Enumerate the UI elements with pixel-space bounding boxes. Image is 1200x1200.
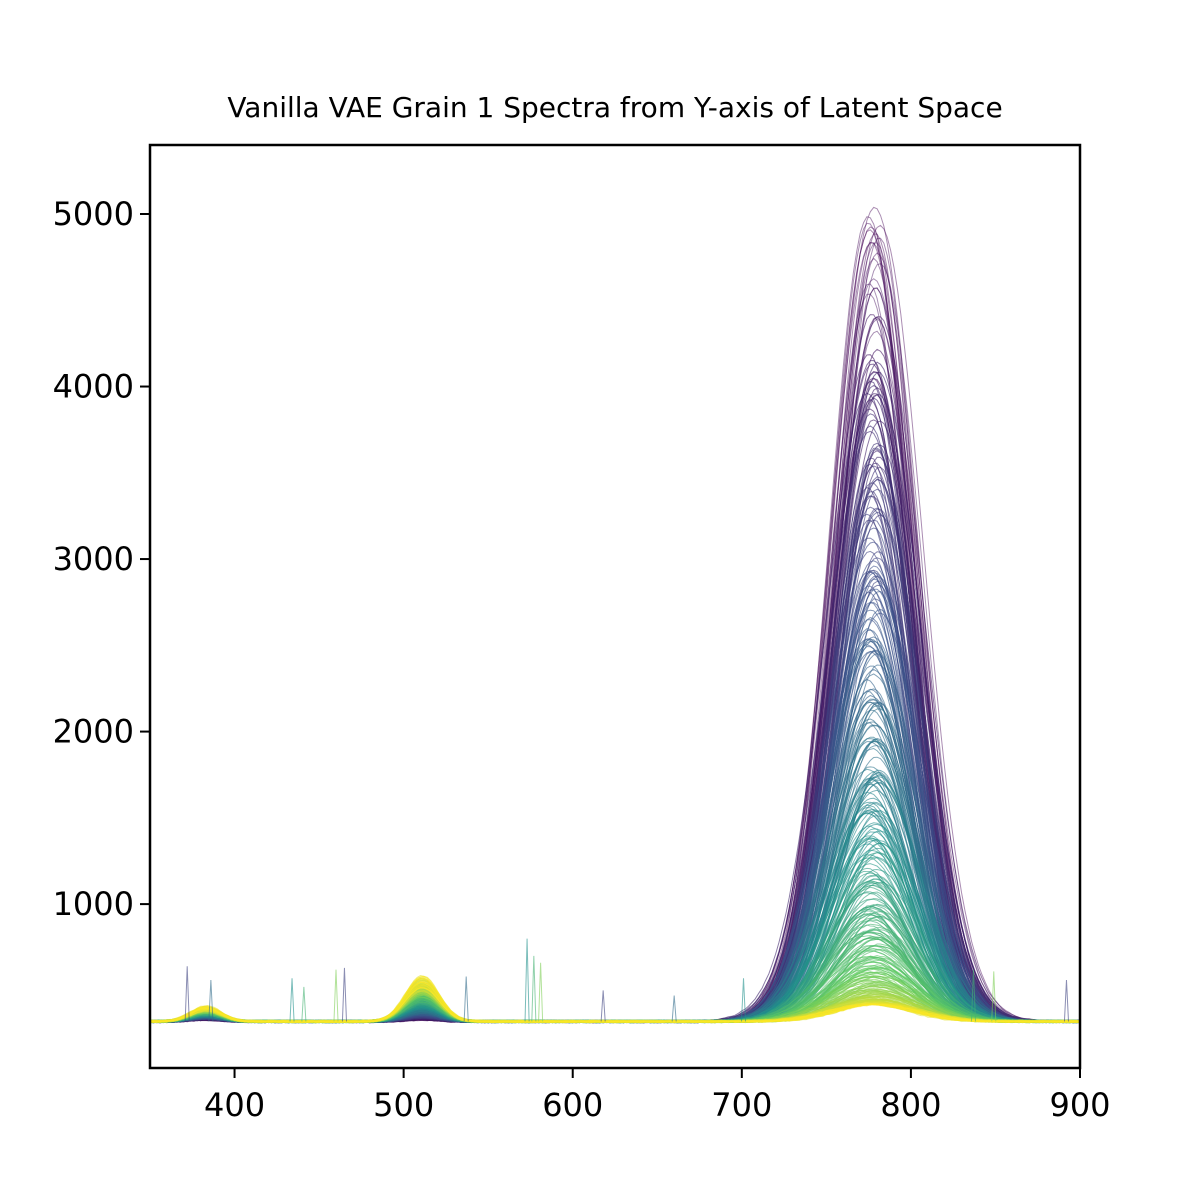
- y-tick-label: 2000: [53, 713, 134, 751]
- spike-layer: [184, 938, 1069, 1022]
- spectrum-spike: [341, 967, 347, 1022]
- spectrum-spike: [301, 986, 307, 1022]
- spectrum-spike: [184, 966, 190, 1022]
- x-tick-label: 800: [880, 1086, 941, 1124]
- spectrum-spike: [463, 976, 469, 1022]
- spectrum-spike: [970, 969, 977, 1022]
- spectrum-spike: [740, 978, 747, 1022]
- spectrum-spike: [671, 995, 677, 1022]
- y-axis: 1000 2000 3000 4000 5000: [53, 195, 150, 923]
- spectrum-spike: [289, 978, 295, 1022]
- spectrum-spike: [333, 969, 339, 1022]
- spectrum-spike: [991, 971, 997, 1022]
- x-tick-label: 900: [1049, 1086, 1110, 1124]
- x-tick-label: 400: [204, 1086, 265, 1124]
- x-tick-label: 500: [373, 1086, 434, 1124]
- spectrum-spike: [600, 990, 606, 1022]
- series-layer: [150, 206, 1080, 1024]
- x-axis: 400 500 600 700 800 900: [204, 1068, 1111, 1124]
- x-tick-label: 600: [542, 1086, 603, 1124]
- spectrum-series: [150, 987, 1080, 1024]
- spectrum-spike: [208, 979, 214, 1022]
- x-tick-label: 700: [711, 1086, 772, 1124]
- y-tick-label: 1000: [53, 885, 134, 923]
- spectrum-spike: [538, 962, 544, 1022]
- chart-title: Vanilla VAE Grain 1 Spectra from Y-axis …: [227, 91, 1002, 124]
- y-tick-label: 3000: [53, 540, 134, 578]
- spectrum-spike: [531, 955, 537, 1022]
- spectrum-spike: [1063, 979, 1069, 1022]
- spectrum-spike: [524, 938, 530, 1022]
- y-tick-label: 4000: [53, 368, 134, 406]
- plot-frame: [148, 143, 1082, 1070]
- y-tick-label: 5000: [53, 195, 134, 233]
